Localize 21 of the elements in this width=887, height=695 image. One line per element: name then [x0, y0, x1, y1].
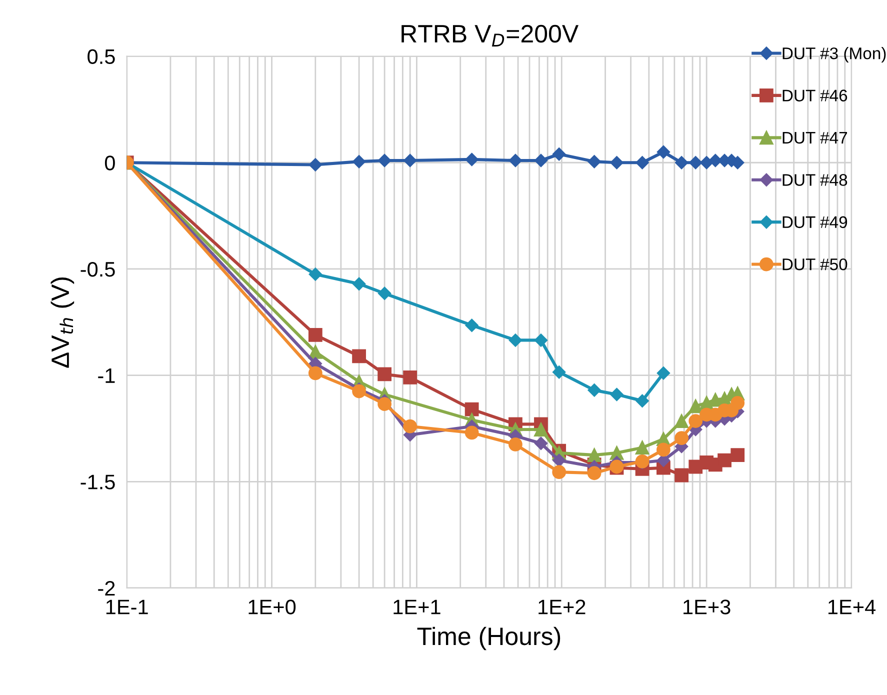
y-tick-label: 0	[104, 156, 115, 170]
y-tick-label: -1.5	[80, 474, 115, 490]
x-tick-label: 1E-1	[106, 600, 148, 614]
chart-title: RTRB V$_{D}$=200V	[402, 24, 579, 46]
y-tick-label: -2	[98, 580, 115, 596]
y-tick-label: -0.5	[80, 262, 115, 277]
legend-label: DUT #49	[782, 216, 848, 228]
legend-label: DUT #48	[782, 174, 848, 186]
y-axis-title: ΔV$_{th}$ (V)	[50, 278, 74, 368]
x-tick-label: 1E+0	[248, 600, 296, 614]
x-tick-label: 1E+4	[828, 600, 876, 614]
legend-label: DUT #3 (Mon)	[782, 47, 886, 63]
y-tick-label: 0.5	[88, 49, 115, 64]
legend-label: DUT #46	[782, 90, 848, 102]
x-tick-label: 1E+2	[538, 600, 586, 614]
legend-label: DUT #47	[782, 132, 848, 144]
x-tick-label: 1E+1	[394, 600, 440, 614]
y-tick-label: -1	[98, 368, 115, 383]
x-tick-label: 1E+3	[684, 600, 730, 614]
x-axis-title: Time (Hours)	[417, 626, 560, 650]
legend-label: DUT #50	[782, 258, 848, 270]
